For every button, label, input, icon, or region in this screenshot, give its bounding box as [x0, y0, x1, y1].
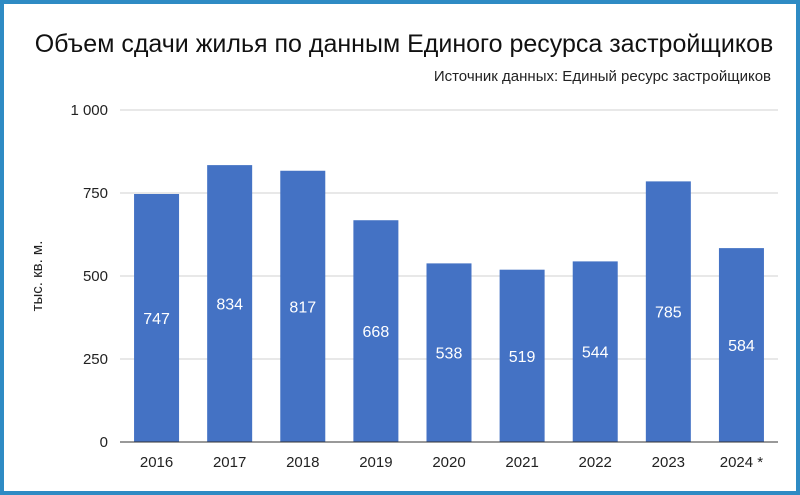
bar-value-label: 834 [216, 297, 243, 314]
y-axis-ticks: 0 250 500 750 1 000 [70, 102, 108, 451]
bar-2023 [645, 181, 691, 442]
bar-2020 [426, 263, 472, 442]
x-tick-label: 2019 [359, 454, 392, 471]
bar-2016 [134, 193, 180, 442]
bar-2022 [572, 261, 618, 442]
bar-2018 [280, 170, 326, 443]
bar-value-label: 747 [143, 311, 170, 328]
y-tick-label: 1 000 [70, 102, 108, 119]
y-tick-label: 250 [83, 351, 108, 368]
bar-2017 [207, 165, 253, 442]
x-axis-ticks: 2016 2017 2018 2019 2020 2021 2022 2023 2024 * [140, 454, 763, 471]
bar-value-label: 668 [363, 324, 390, 341]
x-tick-label: 2016 [140, 454, 173, 471]
chart-title: Объем сдачи жилья по данным Единого ресу… [34, 30, 774, 58]
chart-subtitle: Источник данных: Единый ресурс застройщи… [433, 68, 771, 85]
x-tick-label: 2023 [652, 454, 685, 471]
y-tick-label: 750 [83, 185, 108, 202]
y-axis-title: тыс. кв. м. [29, 241, 46, 312]
bar-value-label: 584 [728, 338, 755, 355]
bar-value-label: 817 [289, 299, 316, 316]
bar-value-label: 519 [509, 349, 536, 366]
bar-value-label: 785 [655, 305, 682, 322]
bar-value-label: 538 [436, 346, 463, 363]
bars [134, 165, 764, 443]
bar-2024 [718, 248, 764, 442]
x-tick-label: 2024 * [720, 454, 764, 471]
data-labels: 747 834 817 668 538 519 544 785 584 [143, 297, 755, 366]
x-tick-label: 2020 [432, 454, 465, 471]
x-tick-label: 2018 [286, 454, 319, 471]
bar-2019 [353, 220, 399, 442]
x-tick-label: 2017 [213, 454, 246, 471]
x-tick-label: 2021 [505, 454, 538, 471]
y-tick-label: 500 [83, 268, 108, 285]
bar-value-label: 544 [582, 345, 609, 362]
bar-2021 [499, 269, 545, 442]
x-tick-label: 2022 [579, 454, 612, 471]
y-tick-label: 0 [100, 434, 108, 451]
